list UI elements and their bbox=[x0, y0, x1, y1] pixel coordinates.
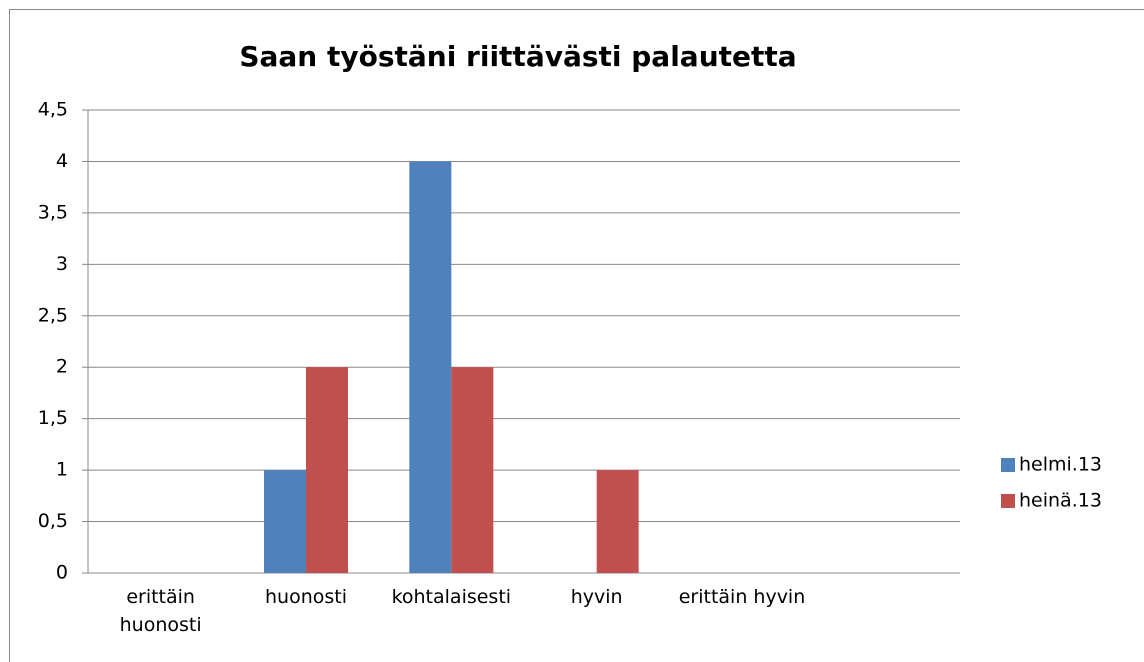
legend-swatch bbox=[1001, 494, 1015, 508]
bar bbox=[306, 367, 348, 573]
y-tick-label: 3,5 bbox=[38, 201, 68, 223]
x-tick-label: hyvin bbox=[570, 586, 623, 608]
legend-label: heinä.13 bbox=[1019, 490, 1102, 512]
y-tick-label: 4,5 bbox=[38, 99, 68, 121]
bar bbox=[409, 161, 452, 573]
x-tick-label: kohtalaisesti bbox=[391, 586, 512, 608]
chart-border bbox=[9, 9, 1144, 662]
chart-title: Saan työstäni riittävästi palautetta bbox=[239, 40, 796, 73]
bar bbox=[451, 367, 494, 573]
y-tick-label: 0,5 bbox=[38, 510, 68, 532]
y-tick-label: 4 bbox=[56, 150, 68, 172]
y-tick-label: 1,5 bbox=[38, 407, 68, 429]
y-tick-label: 3 bbox=[56, 253, 68, 275]
y-tick-label: 2,5 bbox=[38, 304, 68, 326]
legend-label: helmi.13 bbox=[1019, 454, 1102, 476]
y-tick-label: 1 bbox=[56, 459, 68, 481]
bar bbox=[264, 470, 306, 573]
legend-swatch bbox=[1001, 458, 1015, 472]
x-tick-label: erittäin huonosti bbox=[119, 586, 202, 636]
x-tick-label: huonosti bbox=[264, 586, 347, 608]
y-tick-label: 0 bbox=[56, 562, 68, 584]
x-tick-label: erittäin hyvin bbox=[678, 586, 806, 608]
bar bbox=[596, 470, 639, 573]
y-tick-label: 2 bbox=[56, 356, 68, 378]
